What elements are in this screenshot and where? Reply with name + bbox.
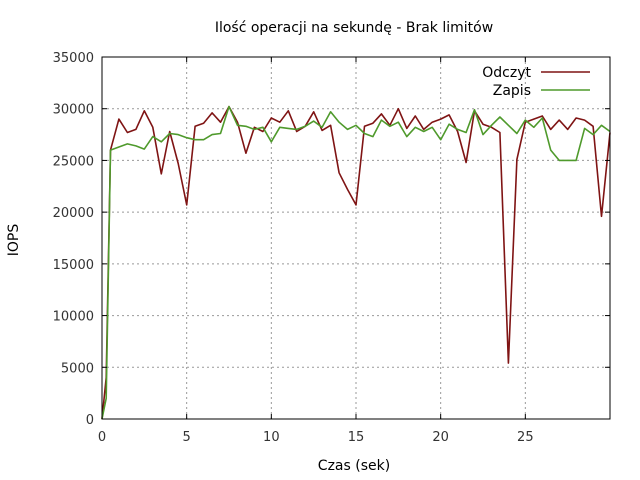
- x-tick-label: 20: [432, 430, 449, 445]
- tick-layer: 0 5000 10000 15000 20000 25000 30000 35000 0 5 10 1…: [53, 51, 610, 445]
- y-tick-label: 10000: [53, 310, 94, 325]
- y-tick-label: 35000: [53, 51, 94, 66]
- series-line-odczyt: [101, 105, 611, 420]
- series-line-zapis: [101, 105, 611, 420]
- y-tick-label: 20000: [53, 206, 94, 221]
- x-tick-label: 5: [183, 430, 191, 445]
- y-tick-label: 5000: [61, 361, 94, 376]
- y-tick-label: 30000: [53, 103, 94, 118]
- x-tick-label: 10: [263, 430, 280, 445]
- y-tick-label: 0: [86, 413, 94, 428]
- legend-label-odczyt: Odczyt: [482, 65, 531, 81]
- y-tick-label: 15000: [53, 258, 94, 273]
- legend-label-zapis: Zapis: [493, 83, 531, 99]
- x-tick-label: 25: [517, 430, 534, 445]
- x-axis-label: Czas (sek): [318, 458, 390, 474]
- x-tick-label: 15: [348, 430, 365, 445]
- y-axis-label: IOPS: [6, 224, 22, 257]
- grid-layer: [102, 57, 610, 419]
- y-tick-label: 25000: [53, 154, 94, 169]
- series-layer: [101, 105, 611, 420]
- x-tick-label: 0: [98, 430, 106, 445]
- legend: Odczyt Zapis: [482, 65, 590, 99]
- chart-title: Ilość operacji na sekundę - Brak limitów: [215, 20, 493, 36]
